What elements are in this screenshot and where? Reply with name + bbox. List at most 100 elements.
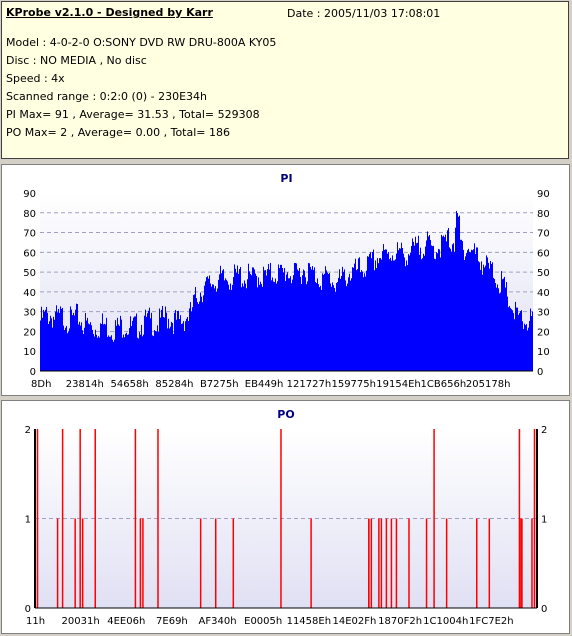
pi-bar bbox=[332, 282, 333, 371]
pi-bar bbox=[383, 244, 384, 371]
pi-bar bbox=[259, 284, 260, 371]
pi-bar bbox=[479, 262, 480, 371]
pi-bar bbox=[191, 311, 192, 371]
pi-bar bbox=[150, 318, 151, 371]
pi-ytick-right: 0 bbox=[537, 367, 543, 378]
pi-bar bbox=[401, 242, 402, 371]
pi-bar bbox=[409, 255, 410, 371]
pi-bar bbox=[266, 275, 267, 371]
po-xtick: 1FC7E2h bbox=[469, 616, 513, 627]
pi-bar bbox=[466, 253, 467, 371]
pi-bar bbox=[82, 330, 83, 371]
pi-bar bbox=[269, 269, 270, 371]
pi-bar bbox=[448, 227, 449, 371]
pi-bar bbox=[185, 321, 186, 371]
pi-bar bbox=[113, 341, 114, 371]
pi-bar bbox=[272, 277, 273, 371]
pi-bar bbox=[75, 309, 76, 371]
pi-bar bbox=[202, 302, 203, 371]
po-xtick: 11458Eh bbox=[287, 616, 331, 627]
pi-bar bbox=[359, 257, 360, 371]
pi-bar bbox=[419, 254, 420, 371]
pi-bar bbox=[400, 248, 401, 371]
pi-bar bbox=[230, 283, 231, 371]
pi-bar bbox=[289, 278, 290, 371]
pi-bar bbox=[206, 277, 207, 371]
pi-bar bbox=[221, 273, 222, 371]
pi-bar bbox=[396, 253, 397, 371]
pi-bar bbox=[227, 281, 228, 371]
pi-bar bbox=[104, 323, 105, 371]
pi-bar bbox=[92, 329, 93, 371]
pi-bar bbox=[310, 266, 311, 371]
pi-bar bbox=[380, 258, 381, 371]
pi-bar bbox=[350, 280, 351, 371]
pi-bar bbox=[61, 308, 62, 371]
app-title: KProbe v2.1.0 - Designed by Karr bbox=[6, 6, 213, 19]
pi-bar bbox=[274, 282, 275, 371]
pi-bar bbox=[295, 262, 296, 371]
pi-bar bbox=[166, 312, 167, 371]
pi-bar bbox=[508, 307, 509, 371]
pi-bar bbox=[132, 320, 133, 371]
pi-bar bbox=[382, 251, 383, 371]
pi-bar bbox=[107, 337, 108, 371]
pi-bar bbox=[219, 274, 220, 371]
pi-bar bbox=[106, 317, 107, 371]
po-xtick: 1870F2h bbox=[378, 616, 422, 627]
pi-bar bbox=[102, 313, 103, 371]
pi-bar bbox=[464, 259, 465, 371]
pi-bar bbox=[344, 269, 345, 371]
pi-bar bbox=[48, 323, 49, 371]
pi-bar bbox=[136, 313, 137, 371]
pi-bar bbox=[530, 308, 531, 371]
pi-bar bbox=[404, 257, 405, 371]
pi-bar bbox=[425, 246, 426, 371]
pi-xtick: 85284h bbox=[155, 379, 193, 390]
pi-bar bbox=[496, 287, 497, 371]
pi-bar bbox=[405, 266, 406, 371]
pi-bar bbox=[188, 321, 189, 371]
pi-bar bbox=[126, 332, 127, 371]
pi-bar bbox=[482, 274, 483, 371]
pi-bar bbox=[361, 270, 362, 371]
pi-bar bbox=[190, 302, 191, 371]
pi-bar bbox=[163, 317, 164, 371]
pi-bar bbox=[505, 287, 506, 371]
range-line: Scanned range : 0:2:0 (0) - 230E34h bbox=[6, 90, 208, 103]
pi-bar bbox=[119, 325, 120, 371]
pi-bar bbox=[236, 272, 237, 371]
pi-bar bbox=[124, 337, 125, 371]
pi-bar bbox=[473, 249, 474, 371]
pi-bar bbox=[353, 267, 354, 371]
pi-bar bbox=[304, 270, 305, 371]
pi-bar bbox=[285, 281, 286, 371]
pi-bar bbox=[504, 276, 505, 371]
pi-ytick-left: 50 bbox=[23, 268, 36, 279]
pi-bar bbox=[297, 269, 298, 371]
pi-bar bbox=[345, 280, 346, 371]
pi-bar bbox=[306, 284, 307, 371]
pi-bar bbox=[175, 309, 176, 371]
pi-bar bbox=[451, 251, 452, 371]
pi-bar bbox=[253, 267, 254, 371]
pi-ytick-right: 60 bbox=[537, 248, 550, 259]
pi-bar bbox=[108, 335, 109, 371]
pi-bar bbox=[120, 315, 121, 371]
pi-bar bbox=[148, 310, 149, 371]
pi-bar bbox=[291, 283, 292, 371]
pi-bar bbox=[97, 337, 98, 371]
pi-bar bbox=[240, 266, 241, 371]
pi-ytick-right: 70 bbox=[537, 229, 550, 240]
po-ytick-left: 2 bbox=[25, 425, 31, 436]
pi-xtick: EB449h bbox=[245, 379, 284, 390]
pi-bar bbox=[512, 310, 513, 371]
pi-bar bbox=[81, 322, 82, 371]
pi-bar bbox=[65, 327, 66, 371]
pi-bar bbox=[246, 288, 247, 371]
pi-bar bbox=[258, 277, 259, 371]
pi-bar bbox=[381, 259, 382, 371]
pi-xtick: B7275h bbox=[200, 379, 239, 390]
pi-bar bbox=[182, 323, 183, 371]
pi-bar bbox=[174, 312, 175, 371]
